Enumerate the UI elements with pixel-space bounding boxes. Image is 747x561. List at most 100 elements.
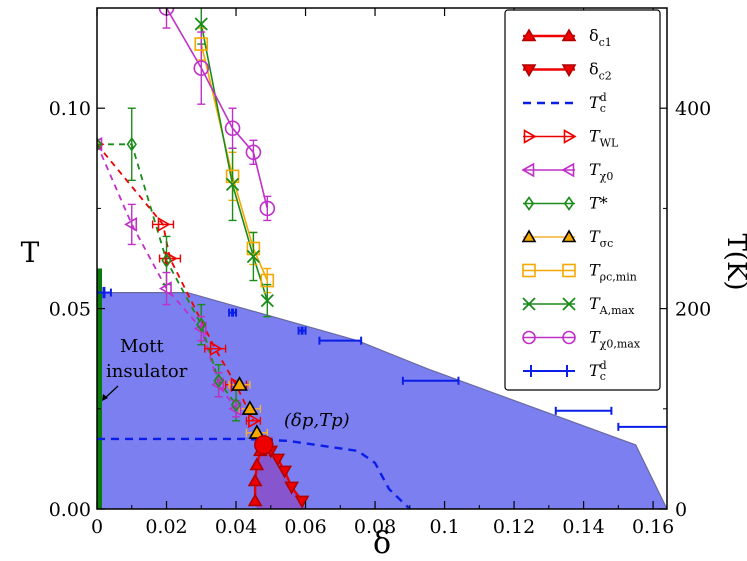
tc-d-point [228,308,238,317]
t-chi0-point [158,281,172,296]
legend-label: TA,max [589,294,635,317]
y2-tick-label: 200 [675,299,711,321]
legend-marker [562,263,576,278]
delta-c1-point [249,457,265,471]
legend-marker [521,28,537,42]
y-tick-label: 0.10 [49,98,91,120]
t-chi0-max-point [259,200,276,217]
t-rho-c-min-line [200,43,269,281]
t-a-max-point [194,17,208,31]
t-a-max-point [260,293,274,308]
t-wl-point [157,217,171,232]
legend-marker [521,64,537,78]
legend-marker [521,229,537,243]
critical-point [254,435,274,455]
legend-marker [561,162,575,178]
legend-marker [561,64,577,78]
t-rho-c-min-point [246,241,261,256]
delta-c2-point [270,453,286,467]
legend-entry: δc2 [521,60,612,83]
t-rho-c-min-point [194,37,209,51]
delta-c-region [255,442,306,509]
delta-c2-point [284,481,300,495]
legend-label: Tσc [589,227,613,250]
t-star-point [196,317,207,333]
t-rho-c-min-point [260,273,275,288]
delta-c1-point [247,473,263,487]
x-tick-label: 0.02 [145,516,187,538]
legend-entry: δc1 [521,26,612,49]
annotations: Mott insulator (δp,Tp) [102,336,350,431]
legend-marker [561,229,577,243]
legend-label: Tχ0 [589,160,613,183]
legend-entry: TWL [523,127,619,150]
t-wl-point [248,413,262,429]
legend-marker [522,263,536,278]
mott-insulator-bar [97,268,102,509]
legend-marker [522,297,536,311]
x-tick-label: 0.12 [493,516,535,538]
x-axis-title: δ [373,526,391,561]
t-star-point [161,253,172,268]
t-star-point [230,397,242,413]
y2-tick-label: 400 [675,98,711,120]
mott-label-line1: Mott [120,336,165,357]
legend-label: δc1 [589,26,612,49]
mott-arrow-head [102,394,108,401]
t-a-max-line [200,23,269,301]
tc-d-point [97,286,112,299]
legend-marker [522,330,536,345]
t-chi0-max-point [245,144,262,161]
x-tick-label: 0.08 [354,516,396,538]
legend-marker [523,129,537,144]
legend-label: δc2 [589,60,612,83]
t-chi0-line [97,143,237,410]
legend-marker [562,330,576,345]
legend: δc1 δc2 Td c TWL Tχ0 T* Tσc Tρc,min TA,max Tχ0,max… [504,9,661,391]
tc-d-point [617,422,667,431]
t-sigma-c-point [241,400,259,415]
legend-marker [562,297,576,311]
tc-d-point [554,406,613,415]
legend-entry: Td c [523,359,607,383]
legend-entry: Tχ0 [521,160,613,183]
t-sigma-c-point [231,376,248,391]
legend-entry: Td c [523,91,607,115]
x-tick-label: 0 [91,516,103,538]
t-chi0-point [193,321,207,337]
t-chi0-point [124,217,138,232]
delta-c2-point [277,465,293,479]
axes-frame [96,7,668,510]
tc-d-point [318,336,363,345]
legend-marker [521,162,535,178]
legend-marker [523,196,535,211]
t-rho-c-min-point [225,169,240,184]
legend-label: Td c [589,91,607,115]
legend-marker [563,196,575,211]
mott-label-line2: insulator [106,361,188,382]
delta-c1-point [247,493,263,507]
x-tick-label: 0.14 [562,516,604,538]
x-tick-label: 0.04 [215,516,257,538]
legend-marker [561,28,577,42]
t-chi0-max-point [193,60,210,76]
legend-label: Tρc,min [589,261,637,284]
t-a-max-point [246,249,261,264]
t-star-point [97,136,103,152]
tc-d-dashed-line [97,437,411,509]
t-star-line [97,143,237,406]
x-tick-label: 0.1 [429,516,459,538]
legend-marker [563,129,577,144]
critical-point-label: (δp,Tp) [284,410,350,431]
y-axis-title: T [21,236,40,269]
legend-label: Td c [589,359,607,383]
t-a-max-point [225,177,240,191]
legend-entry: Tσc [521,227,613,250]
legend-entry: TA,max [522,294,635,317]
legend-box [504,9,661,391]
tc-d-point [401,376,460,385]
legend-label: Tχ0,max [589,328,641,351]
superconducting-region [97,292,667,509]
legend-label: TWL [589,127,619,150]
